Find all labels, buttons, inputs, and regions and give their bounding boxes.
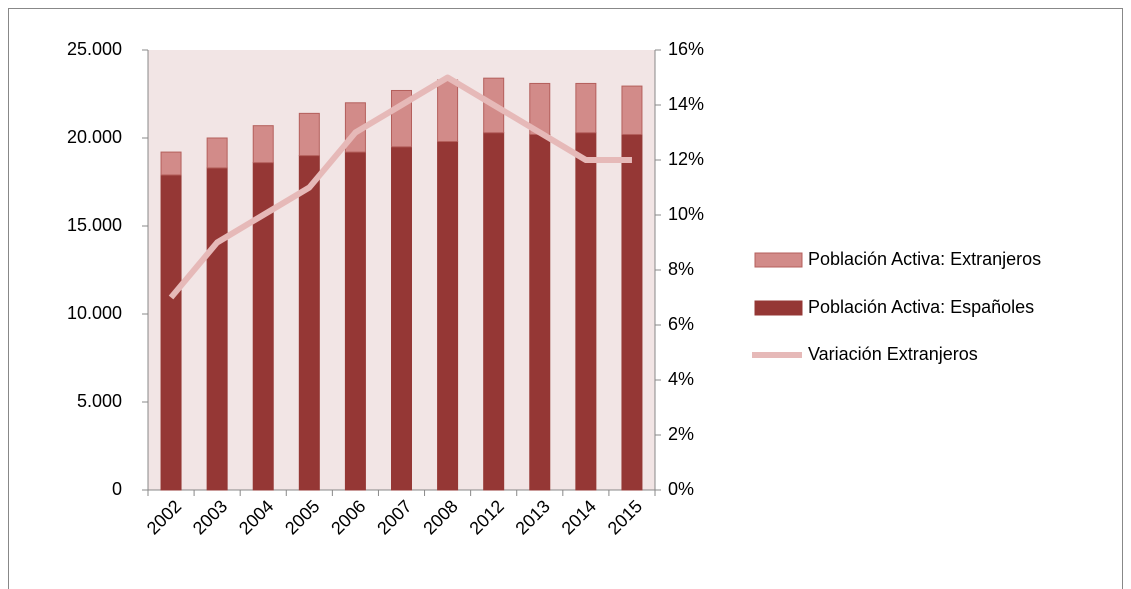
legend-swatch: [754, 252, 803, 268]
bar: [575, 82, 597, 134]
y2-tick-label: 10%: [668, 204, 704, 224]
bar: [437, 141, 459, 491]
bar: [621, 133, 643, 491]
bar: [344, 151, 366, 491]
bar: [621, 85, 643, 135]
legend-label: Población Activa: Españoles: [808, 297, 1034, 317]
bar: [529, 133, 551, 491]
bar: [298, 155, 320, 491]
legend-label: Variación Extranjeros: [808, 344, 978, 364]
bar: [298, 112, 320, 157]
y2-tick-label: 8%: [668, 259, 694, 279]
y-tick-label: 25.000: [67, 39, 122, 59]
bar: [483, 132, 505, 491]
y-tick-label: 20.000: [67, 127, 122, 147]
bar: [206, 167, 228, 491]
line: [168, 74, 632, 300]
y-tick-label: 0: [112, 479, 122, 499]
bar: [206, 137, 228, 169]
y2-tick-label: 0%: [668, 479, 694, 499]
y2-tick-label: 2%: [668, 424, 694, 444]
y-tick-label: 5.000: [77, 391, 122, 411]
bar: [575, 132, 597, 491]
y2-tick-label: 4%: [668, 369, 694, 389]
bar: [252, 125, 274, 164]
y2-tick-label: 14%: [668, 94, 704, 114]
bar: [160, 151, 182, 176]
y-tick-label: 15.000: [67, 215, 122, 235]
legend-label: Población Activa: Extranjeros: [808, 249, 1041, 269]
y2-tick-label: 16%: [668, 39, 704, 59]
bar: [437, 79, 459, 143]
legend-swatch: [754, 300, 803, 316]
bar: [391, 146, 412, 491]
y-tick-label: 10.000: [67, 303, 122, 323]
y2-tick-label: 6%: [668, 314, 694, 334]
bar: [160, 174, 182, 491]
y2-tick-label: 12%: [668, 149, 704, 169]
